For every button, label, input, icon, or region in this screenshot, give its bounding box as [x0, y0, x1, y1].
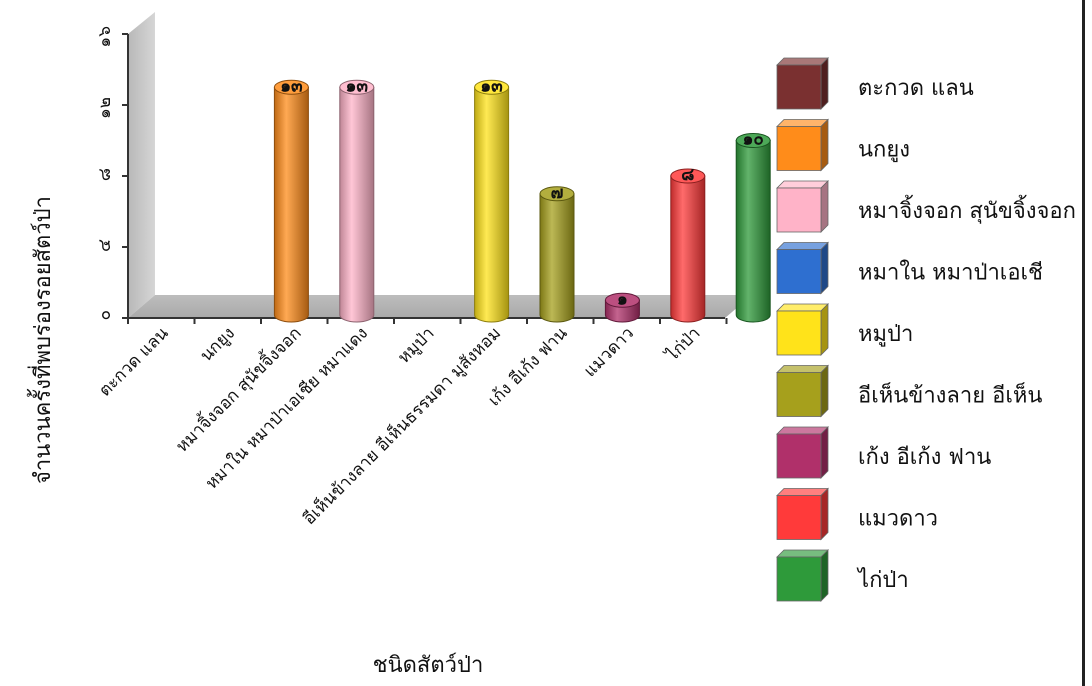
- bar-body: [474, 86, 510, 323]
- legend-swatch-top: [776, 119, 829, 127]
- y-tick-label: ๘: [95, 168, 115, 181]
- legend-item: นกยูง: [776, 118, 910, 172]
- legend-item: ไก่ป่า: [776, 549, 909, 602]
- bar-top: [604, 292, 640, 308]
- bar-top: [735, 133, 771, 148]
- legend-swatch-top: [776, 488, 829, 496]
- x-tick-label: ไก่ป่า: [661, 323, 705, 367]
- y-tick-label: ๑๒: [95, 97, 115, 119]
- legend-swatch-side: [820, 303, 829, 356]
- data-label: ๑๓: [346, 76, 369, 96]
- bar-top: [670, 168, 706, 184]
- bar-body: [339, 86, 375, 323]
- frame-border: [1082, 0, 1085, 686]
- legend-label: หมูป่า: [858, 322, 913, 347]
- legend-label: อีเห็นข้างลาย อีเห็น: [858, 381, 1042, 409]
- floor-panel: [128, 295, 752, 318]
- data-label: ๑๐: [743, 130, 764, 150]
- data-label: ๑๓: [480, 76, 503, 96]
- legend-swatch-top: [776, 549, 829, 558]
- bar-7: ๘: [670, 165, 706, 323]
- data-label: ๗: [551, 183, 564, 203]
- y-ticks: ๐ ๔ ๘ ๑๒ ๑๖: [95, 26, 128, 320]
- y-tick-label: ๐: [95, 310, 115, 320]
- legend-swatch-top: [776, 180, 829, 189]
- legend-swatch-side: [820, 241, 829, 295]
- legend-swatch: [776, 433, 822, 479]
- y-tick-label: ๔: [95, 239, 115, 252]
- legend-item: แมวดาว: [776, 487, 938, 541]
- bar-top: [273, 79, 309, 95]
- legend-label: เก้ง อีเก้ง ฟาน: [858, 445, 991, 470]
- legend-swatch-top: [776, 303, 829, 312]
- legend-label: แมวดาว: [858, 507, 938, 532]
- legend-item: หมาจิ้งจอก สุนัขจิ้งจอก: [776, 180, 1076, 233]
- legend-item: ตะกวด แลน: [776, 57, 974, 110]
- legend-swatch-side: [820, 118, 829, 172]
- legend-swatch-side: [820, 364, 829, 418]
- data-label: ๘: [681, 165, 694, 185]
- x-ticks: [127, 318, 728, 324]
- bar-body: [539, 193, 575, 323]
- bar-5: ๗: [539, 183, 575, 323]
- legend-swatch-side: [820, 57, 829, 110]
- bar-top: [474, 79, 510, 95]
- x-tick-label: หมาจิ้งจอก สุนัขจิ้งจอก: [170, 321, 305, 456]
- x-tick-label: แมวดาว: [580, 323, 638, 381]
- legend-swatch: [776, 495, 822, 540]
- x-tick-label: นกยูง: [196, 323, 239, 366]
- bar-top: [339, 79, 375, 95]
- legend-label: หมาจิ้งจอก สุนัขจิ้งจอก: [858, 195, 1076, 224]
- legend-swatch-top: [776, 57, 829, 66]
- legend-swatch: [776, 187, 822, 233]
- bar-body: [735, 140, 771, 323]
- legend-label: นกยูง: [858, 138, 910, 163]
- bar-body: [670, 175, 706, 323]
- data-label: ๑: [617, 289, 628, 309]
- data-label: ๑๓: [280, 76, 303, 96]
- legend-swatch-side: [820, 426, 829, 479]
- legend-item: หมาใน หมาป่าเอเชี: [776, 241, 1043, 295]
- bar-1: ๑๓: [273, 76, 309, 323]
- legend-swatch-top: [776, 242, 829, 250]
- x-tick-label: ตะกวด แลน: [95, 323, 173, 401]
- legend-swatch-top: [776, 426, 829, 435]
- x-axis-title: ชนิดสัตว์ป่า: [373, 653, 484, 678]
- bar-2: ๑๓: [339, 76, 375, 323]
- bar-body: [273, 86, 309, 323]
- legend-swatch-side: [820, 549, 829, 602]
- legend-swatch: [776, 310, 822, 356]
- legend-swatch-top: [776, 365, 829, 373]
- legend-swatch: [776, 249, 822, 294]
- legend-swatch: [776, 556, 822, 602]
- legend-item: หมูป่า: [776, 303, 913, 356]
- legend-item: เก้ง อีเก้ง ฟาน: [776, 426, 991, 479]
- legend-swatch: [776, 64, 822, 110]
- y-axis-title: จำนวนครั้งที่พบร่องรอยสัตว์ป่า: [27, 196, 56, 484]
- y-tick-label: ๑๖: [95, 26, 115, 48]
- bar-4: ๑๓: [474, 76, 510, 323]
- legend-swatch: [776, 126, 822, 171]
- legend-swatch: [776, 372, 822, 417]
- bar-8: ๑๐: [735, 130, 771, 323]
- legend-label: ไก่ป่า: [856, 567, 909, 593]
- legend-swatch-side: [820, 487, 829, 541]
- side-wall: [128, 12, 155, 318]
- x-tick-label: หมูป่า: [394, 323, 438, 367]
- legend-swatch-side: [820, 180, 829, 233]
- legend-label: หมาใน หมาป่าเอเชี: [858, 260, 1043, 286]
- legend-label: ตะกวด แลน: [858, 76, 974, 101]
- bar-6: ๑: [604, 289, 640, 323]
- bar-top: [539, 186, 575, 202]
- legend-item: อีเห็นข้างลาย อีเห็น: [776, 364, 1042, 418]
